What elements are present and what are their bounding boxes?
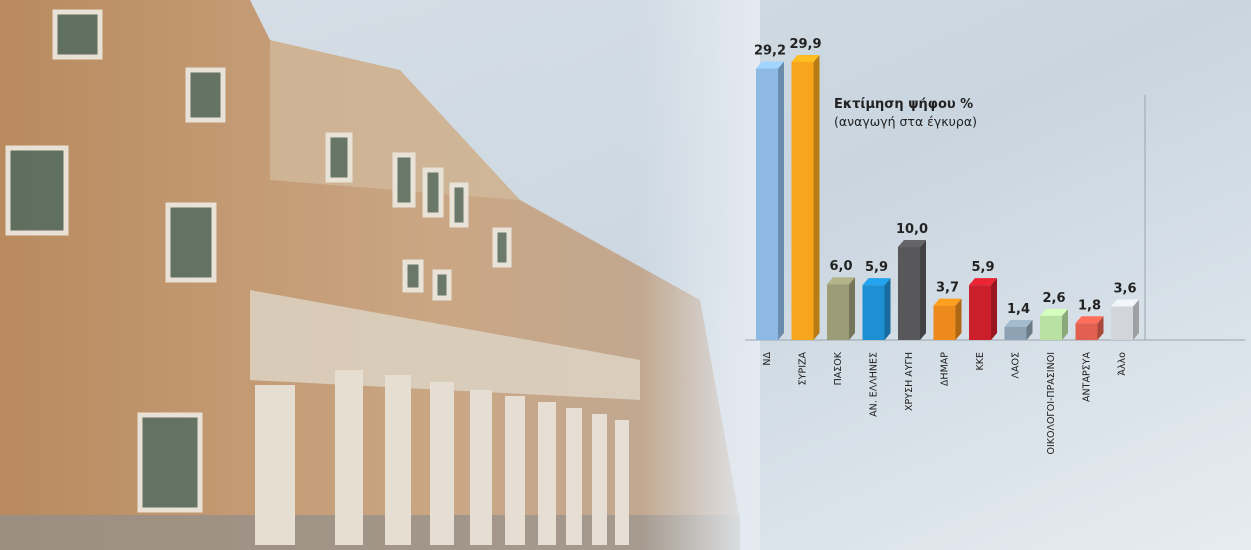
x-tick-label: ΔΗΜΑΡ — [940, 352, 951, 386]
x-tick-label: ΠΑΣΟΚ — [833, 351, 844, 385]
bar — [863, 285, 885, 340]
bar — [756, 69, 778, 340]
x-tick-label: ΚΚΕ — [975, 352, 986, 370]
value-label: 3,7 — [936, 281, 959, 296]
page: {"chart_data": { "type": "bar", "title":… — [0, 0, 1251, 550]
bar — [934, 306, 956, 340]
bar-side — [920, 240, 926, 340]
bar-side — [991, 278, 997, 340]
x-tick-label: ΣΥΡΙΖΑ — [798, 351, 809, 385]
bar-side — [849, 277, 855, 340]
building-photo — [0, 0, 760, 550]
value-label: 3,6 — [1113, 282, 1136, 297]
value-label: 2,6 — [1042, 291, 1065, 306]
bar — [827, 284, 849, 340]
bar — [1040, 316, 1062, 340]
x-tick-label: ΝΔ — [762, 352, 773, 366]
bar-side — [814, 55, 820, 340]
x-tick-label: ΟΙΚΟΛΟΓΟΙ-ΠΡΑΣΙΝΟΙ — [1046, 352, 1057, 455]
value-label: 10,0 — [896, 222, 928, 237]
bar-side — [1133, 300, 1139, 340]
x-tick-label: Άλλο — [1117, 352, 1128, 376]
chart-subtitle: (αναγωγή στα έγκυρα) — [834, 114, 977, 129]
value-label: 1,8 — [1078, 298, 1101, 313]
value-label: 5,9 — [865, 260, 888, 275]
bar-side — [778, 62, 784, 340]
bar — [1111, 307, 1133, 340]
x-tick-label: ΧΡΥΣΗ ΑΥΓΗ — [904, 352, 915, 411]
chart-title: Εκτίμηση ψήφου % — [834, 97, 973, 112]
chart: Εκτίμηση ψήφου % (αναγωγή στα έγκυρα) 29… — [0, 0, 1251, 550]
value-label: 1,4 — [1007, 302, 1030, 317]
bar-side — [956, 299, 962, 340]
bar — [1076, 323, 1098, 340]
x-tick-label: ΛΑΟΣ — [1011, 352, 1022, 378]
x-tick-label: ΑΝ. ΕΛΛΗΝΕΣ — [869, 352, 880, 417]
x-tick-label: ΑΝΤΑΡΣΥΑ — [1082, 352, 1093, 402]
bar — [969, 285, 991, 340]
value-label: 29,9 — [789, 37, 821, 52]
value-label: 5,9 — [971, 260, 994, 275]
value-label: 29,2 — [754, 44, 786, 59]
value-label: 6,0 — [829, 259, 852, 274]
bar — [792, 62, 814, 340]
bar — [1005, 327, 1027, 340]
bar — [898, 247, 920, 340]
bar-side — [885, 278, 891, 340]
